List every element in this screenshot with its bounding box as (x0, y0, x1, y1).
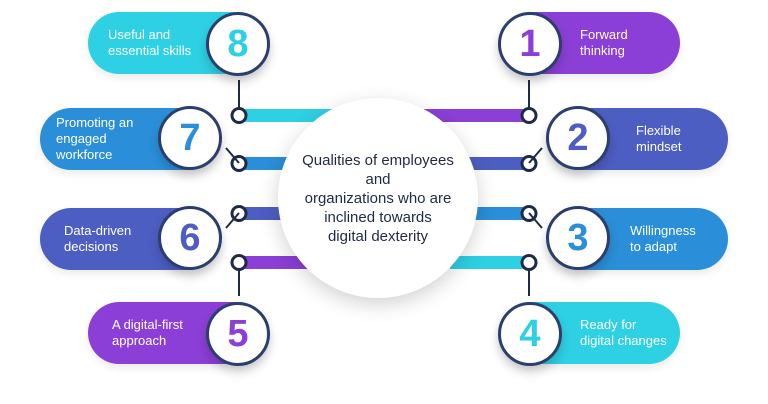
item-8-label: Useful and essential skills (108, 27, 191, 59)
item-5-line1: A digital-first (112, 317, 183, 332)
center-title: Qualities of employees and organizations… (298, 151, 458, 246)
connector-bar-1 (420, 109, 530, 122)
item-6-number-circle: 6 (158, 206, 222, 270)
item-5-number: 5 (227, 313, 249, 355)
item-4-number: 4 (519, 313, 541, 355)
item-8-number-circle: 8 (206, 12, 270, 76)
connector-bar-5 (236, 256, 316, 269)
item-2-number: 2 (567, 117, 589, 159)
connector-line-6 (225, 212, 240, 229)
center-title-line2: organizations who are (304, 189, 452, 207)
item-3-line2: to adapt (630, 239, 677, 254)
connector-line-3 (528, 212, 543, 229)
item-3-number-circle: 3 (546, 206, 610, 270)
item-1-line2: thinking (580, 43, 625, 58)
item-2-label: Flexible mindset (636, 123, 682, 155)
item-2-line1: Flexible (636, 123, 681, 138)
item-7-line3: workforce (56, 147, 113, 162)
item-6-number: 6 (179, 217, 201, 259)
item-2-line2: mindset (636, 139, 682, 154)
item-1-label: Forward thinking (580, 27, 628, 59)
item-1-number-circle: 1 (498, 12, 562, 76)
item-4-line1: Ready for (580, 317, 637, 332)
item-6-line2: decisions (64, 239, 119, 254)
item-8-line2: essential skills (108, 43, 192, 58)
item-8-number: 8 (227, 23, 249, 65)
item-3-label: Willingness to adapt (630, 223, 696, 255)
item-5-label: A digital-first approach (112, 317, 183, 349)
item-3-line1: Willingness (630, 223, 696, 238)
connector-dot-5 (230, 254, 248, 271)
item-4-label: Ready for digital changes (580, 317, 667, 349)
item-7-line1: Promoting an (56, 115, 134, 130)
item-4-line2: digital changes (580, 333, 667, 348)
item-6-line1: Data-driven (64, 223, 132, 238)
center-circle: Qualities of employees and organizations… (278, 98, 478, 298)
item-2-number-circle: 2 (546, 106, 610, 170)
item-4-number-circle: 4 (498, 302, 562, 366)
connector-dot-8 (230, 107, 248, 124)
item-7-number-circle: 7 (158, 106, 222, 170)
item-7-label: Promoting an engaged workforce (56, 115, 133, 163)
item-1-line1: Forward (580, 27, 628, 42)
center-title-line4: digital dexterity (327, 227, 429, 245)
item-8-line1: Useful and (108, 27, 171, 42)
connector-bar-4 (450, 256, 530, 269)
item-7-line2: engaged (56, 131, 107, 146)
connector-bar-2 (460, 157, 530, 170)
center-title-line3: inclined towards (324, 208, 432, 226)
connector-line-2 (528, 147, 543, 164)
item-3-number: 3 (567, 217, 589, 259)
connector-dot-4 (520, 254, 538, 271)
item-5-number-circle: 5 (206, 302, 270, 366)
item-5-line2: approach (112, 333, 167, 348)
item-7-number: 7 (179, 117, 201, 159)
connector-dot-1 (520, 107, 538, 124)
item-6-label: Data-driven decisions (64, 223, 131, 255)
center-title-line1: Qualities of employees and (302, 151, 454, 188)
connector-line-7 (225, 147, 240, 164)
item-1-number: 1 (519, 23, 541, 65)
connector-bar-3 (470, 207, 530, 220)
